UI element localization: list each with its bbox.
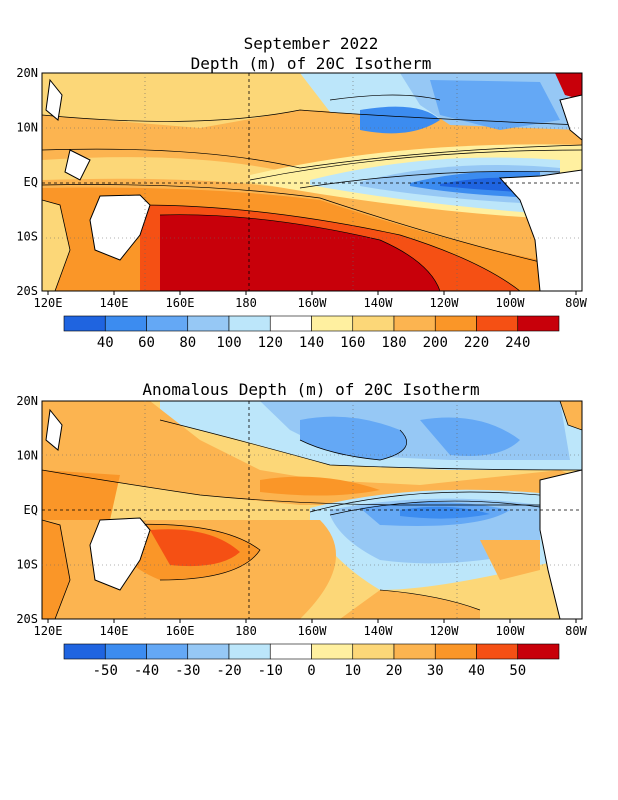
colorbar-label: 200 bbox=[423, 335, 448, 351]
colorbar-label: 220 bbox=[464, 335, 489, 351]
colorbar-label: 100 bbox=[216, 335, 241, 351]
figure-title: September 2022 bbox=[244, 34, 379, 53]
colorbar-swatch bbox=[228, 315, 271, 332]
x-tick-label: 120W bbox=[430, 296, 460, 310]
y-tick-label: 20N bbox=[16, 66, 38, 80]
anomaly-map bbox=[42, 401, 582, 619]
colorbar-label: 40 bbox=[468, 663, 485, 679]
colorbar-swatch bbox=[393, 643, 436, 660]
x-tick-label: 120E bbox=[34, 624, 63, 638]
colorbar-label: 40 bbox=[97, 335, 114, 351]
colorbar-swatch bbox=[393, 315, 436, 332]
colorbar-swatch bbox=[476, 643, 519, 660]
colorbar-swatch bbox=[311, 643, 354, 660]
colorbar-swatch bbox=[104, 315, 147, 332]
colorbar-swatch bbox=[104, 643, 147, 660]
x-tick-label: 120W bbox=[430, 624, 460, 638]
anomaly-panel-title: Anomalous Depth (m) of 20C Isotherm bbox=[142, 380, 479, 399]
colorbar-swatch bbox=[187, 643, 230, 660]
colorbar-label: 140 bbox=[299, 335, 324, 351]
colorbar-swatch bbox=[269, 643, 312, 660]
colorbar-label: 180 bbox=[381, 335, 406, 351]
colorbar-label: 20 bbox=[386, 663, 403, 679]
x-tick-label: 100W bbox=[496, 296, 526, 310]
x-tick-label: 140W bbox=[364, 624, 394, 638]
colorbar-label: 50 bbox=[509, 663, 526, 679]
colorbar-label: 120 bbox=[258, 335, 283, 351]
colorbar-swatch bbox=[63, 315, 106, 332]
depth-map bbox=[42, 73, 582, 291]
colorbar-label: -20 bbox=[216, 663, 241, 679]
colorbar-swatch bbox=[517, 315, 560, 332]
depth-panel: Depth (m) of 20C Isotherm bbox=[16, 54, 587, 351]
colorbar-swatch bbox=[434, 643, 477, 660]
x-tick-label: 160W bbox=[298, 296, 328, 310]
colorbar-label: 240 bbox=[505, 335, 530, 351]
colorbar-label: -40 bbox=[134, 663, 159, 679]
colorbar-swatch bbox=[146, 643, 189, 660]
colorbar-label: 10 bbox=[344, 663, 361, 679]
colorbar-swatch bbox=[352, 643, 395, 660]
colorbar-swatch bbox=[63, 643, 106, 660]
colorbar-label: 0 bbox=[307, 663, 315, 679]
x-tick-label: 140E bbox=[100, 296, 129, 310]
colorbar-swatch bbox=[146, 315, 189, 332]
colorbar-label: 30 bbox=[427, 663, 444, 679]
colorbar-label: -50 bbox=[93, 663, 118, 679]
y-tick-label: 20N bbox=[16, 394, 38, 408]
colorbar-swatch bbox=[476, 315, 519, 332]
colorbar-label: 60 bbox=[138, 335, 155, 351]
x-tick-label: 80W bbox=[565, 624, 587, 638]
x-tick-label: 160W bbox=[298, 624, 328, 638]
colorbar-swatch bbox=[269, 315, 312, 332]
x-tick-label: 180 bbox=[235, 624, 257, 638]
colorbar-swatch bbox=[352, 315, 395, 332]
colorbar-swatch bbox=[187, 315, 230, 332]
x-tick-label: 140E bbox=[100, 624, 129, 638]
y-tick-label: 10S bbox=[16, 230, 38, 244]
colorbar-label: 80 bbox=[179, 335, 196, 351]
x-tick-label: 80W bbox=[565, 296, 587, 310]
y-tick-label: EQ bbox=[24, 175, 38, 189]
x-tick-label: 160E bbox=[166, 624, 195, 638]
y-tick-label: 10N bbox=[16, 121, 38, 135]
depth-panel-title: Depth (m) of 20C Isotherm bbox=[191, 54, 432, 73]
colorbar-swatch bbox=[434, 315, 477, 332]
y-tick-label: EQ bbox=[24, 503, 38, 517]
x-tick-label: 140W bbox=[364, 296, 394, 310]
y-tick-label: 20S bbox=[16, 612, 38, 626]
x-tick-label: 100W bbox=[496, 624, 526, 638]
anomaly-panel: Anomalous Depth (m) of 20C Isotherm bbox=[16, 380, 587, 679]
y-tick-label: 10S bbox=[16, 558, 38, 572]
colorbar-label: 160 bbox=[340, 335, 365, 351]
colorbar-label: -10 bbox=[258, 663, 283, 679]
colorbar-swatch bbox=[311, 315, 354, 332]
x-tick-label: 160E bbox=[166, 296, 195, 310]
x-tick-label: 180 bbox=[235, 296, 257, 310]
x-tick-label: 120E bbox=[34, 296, 63, 310]
y-tick-label: 10N bbox=[16, 449, 38, 463]
colorbar-swatch bbox=[517, 643, 560, 660]
colorbar-label: -30 bbox=[175, 663, 200, 679]
colorbar-swatch bbox=[228, 643, 271, 660]
y-tick-label: 20S bbox=[16, 284, 38, 298]
